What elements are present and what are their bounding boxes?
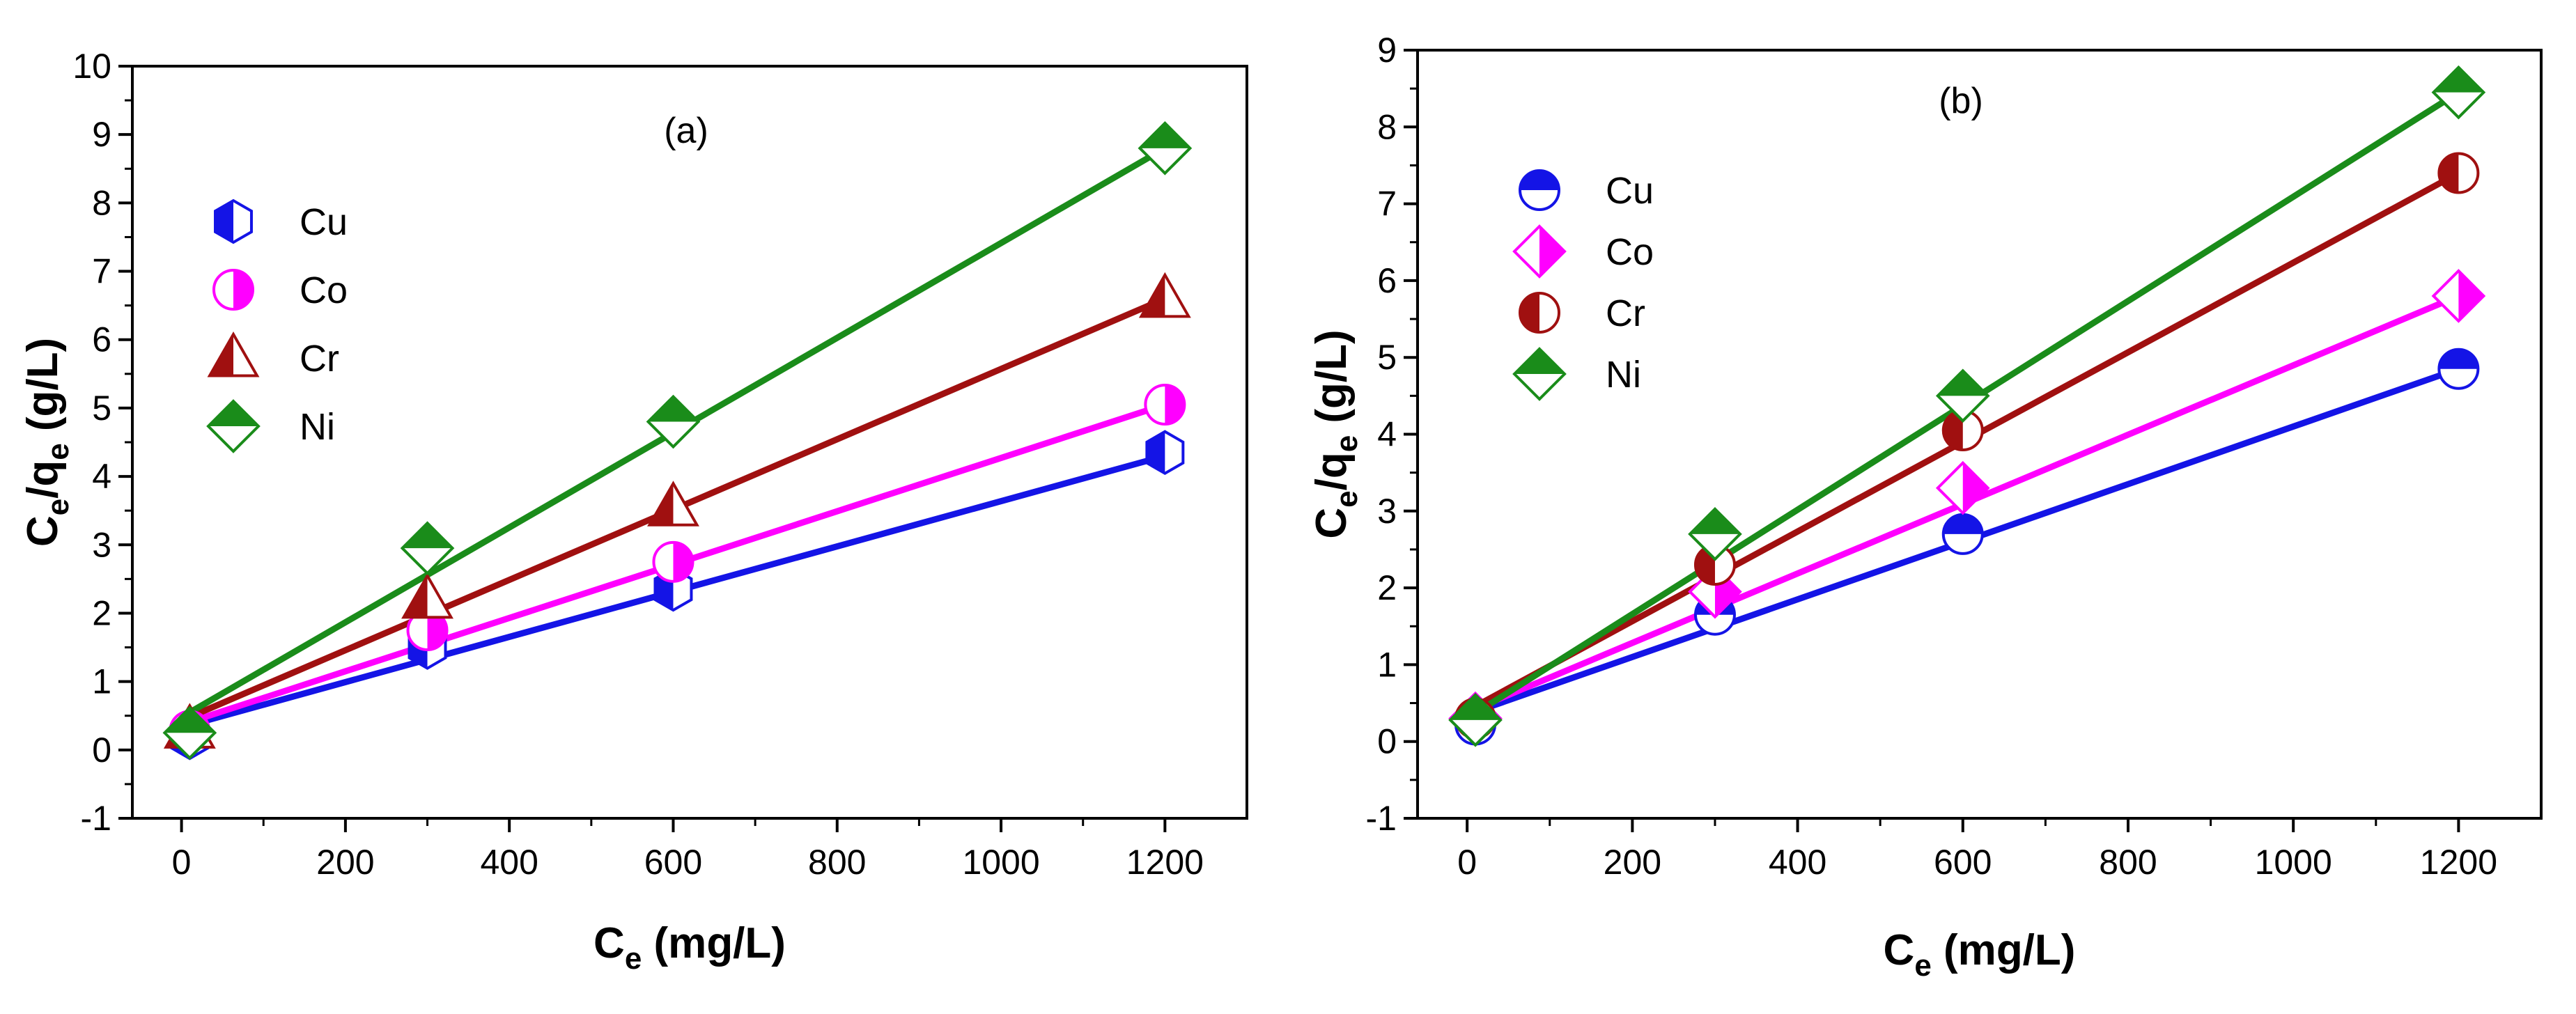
y-tick-label: -1 — [1366, 799, 1397, 838]
x-tick-label: 200 — [316, 843, 374, 882]
panel-label: (b) — [1939, 81, 1983, 121]
x-tick-label: 800 — [808, 843, 866, 882]
y-tick-label: 0 — [1377, 722, 1397, 761]
x-axis-title: Ce (mg/L) — [1884, 926, 2076, 983]
y-tick-label: 5 — [1377, 338, 1397, 377]
data-point-co — [1935, 460, 1990, 515]
x-tick-label: 600 — [1934, 843, 1992, 882]
x-tick-label: 0 — [172, 843, 192, 882]
y-tick-label: 2 — [92, 593, 111, 632]
y-tick-label: 0 — [92, 731, 111, 770]
panel-a: 0 200 400 600 800 1000 1200 -1 0 1 2 3 4 5 6 7 8 9 10 Ce (m… — [19, 47, 1248, 976]
legend-label-cu: Cu — [1606, 170, 1654, 212]
data-point-cr — [647, 481, 699, 526]
legend-marker-cu — [1519, 169, 1560, 211]
y-tick-label: 3 — [1377, 492, 1397, 531]
legend-marker-ni — [1512, 347, 1567, 401]
panel-b: 0 200 400 600 800 1000 1200 -1 0 1 2 3 4 5 6 7 8 9 Ce (mg/… — [1308, 31, 2543, 983]
x-tick-label: 200 — [1604, 843, 1661, 882]
legend-label-co: Co — [1606, 231, 1654, 273]
y-tick-label: 8 — [1377, 107, 1397, 146]
x-tick-label: 400 — [1769, 843, 1826, 882]
y-tick-label: 5 — [92, 389, 111, 428]
data-point-co — [652, 540, 695, 583]
data-point-cu — [1941, 513, 1984, 555]
y-tick-label: 6 — [1377, 261, 1397, 300]
legend-marker-ni — [206, 399, 261, 453]
panel-label: (a) — [664, 111, 708, 151]
x-tick-label: 1200 — [1126, 843, 1204, 882]
y-tick-label: 9 — [1377, 31, 1397, 70]
legend-label-cr: Cr — [1606, 292, 1645, 334]
data-point-ni — [1448, 692, 1503, 747]
y-tick-label: 4 — [92, 457, 111, 496]
x-tick-label: 1200 — [2420, 843, 2497, 882]
legend-marker-cu — [214, 198, 253, 244]
y-tick-label: 3 — [92, 525, 111, 564]
data-point-cr — [1138, 272, 1191, 318]
y-tick-label: 4 — [1377, 415, 1397, 454]
data-point-cu — [1145, 430, 1185, 476]
y-axis-title: Ce/qe (g/L) — [1308, 329, 1364, 538]
y-tick-label: 1 — [92, 662, 111, 701]
data-point-ni — [1138, 120, 1193, 176]
data-point-cr — [1693, 544, 1736, 586]
y-tick-label: 7 — [92, 252, 111, 291]
y-tick-label: 7 — [1377, 185, 1397, 224]
legend-label-cr: Cr — [300, 338, 339, 380]
legend-label-ni: Ni — [1606, 354, 1641, 396]
data-point-cu — [2437, 348, 2480, 390]
y-tick-label: -1 — [81, 799, 111, 838]
legend-marker-cr — [207, 331, 260, 377]
y-tick-label: 8 — [92, 183, 111, 222]
y-tick-label: 1 — [1377, 645, 1397, 684]
data-point-ni — [162, 705, 217, 760]
x-tick-label: 1000 — [2255, 843, 2332, 882]
legend-marker-co — [1512, 224, 1567, 279]
legend-label-co: Co — [300, 270, 348, 311]
y-axis-title: Ce/qe (g/L) — [19, 338, 75, 547]
data-point-ni — [1688, 507, 1742, 561]
legend-marker-cr — [1519, 292, 1560, 334]
x-tick-label: 600 — [644, 843, 702, 882]
x-axis-title: Ce (mg/L) — [593, 919, 786, 976]
y-tick-label: 2 — [1377, 568, 1397, 607]
data-point-ni — [646, 394, 701, 449]
y-tick-label: 9 — [92, 115, 111, 154]
x-tick-label: 1000 — [962, 843, 1039, 882]
data-point-co — [1144, 384, 1186, 426]
legend-label-cu: Cu — [300, 201, 348, 243]
data-point-ni — [400, 521, 455, 576]
data-point-co — [2431, 269, 2486, 323]
legend-marker-co — [212, 269, 254, 311]
x-tick-label: 0 — [1457, 843, 1477, 882]
data-point-cr — [2437, 152, 2480, 194]
data-point-ni — [2431, 65, 2486, 120]
legend-label-ni: Ni — [300, 406, 335, 448]
data-point-cr — [401, 572, 453, 619]
x-tick-label: 800 — [2099, 843, 2157, 882]
y-tick-label: 6 — [92, 320, 111, 359]
y-tick-label: 10 — [72, 47, 111, 86]
x-tick-label: 400 — [480, 843, 538, 882]
data-point-ni — [1935, 368, 1990, 423]
